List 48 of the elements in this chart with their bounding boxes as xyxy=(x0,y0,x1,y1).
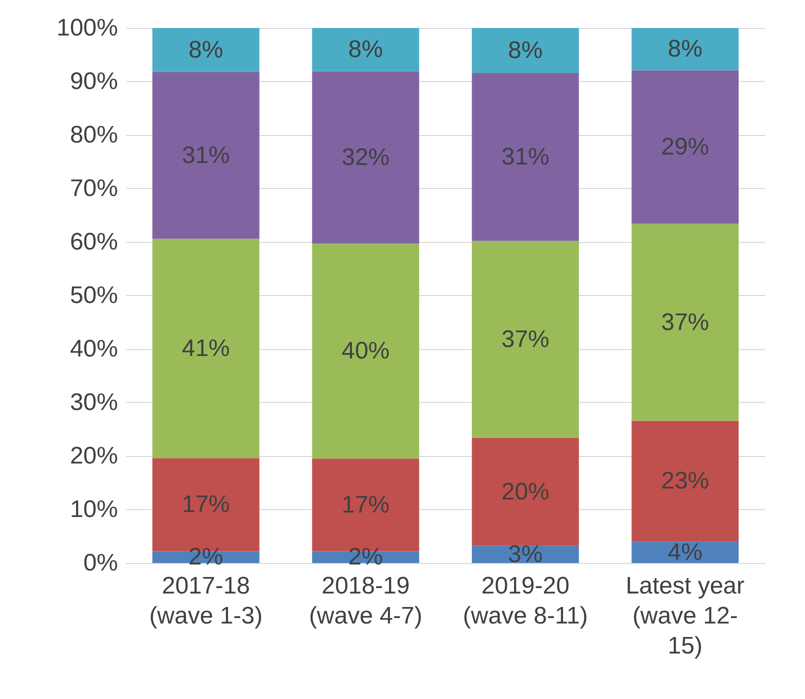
bar xyxy=(152,72,260,239)
y-tick-label: 60% xyxy=(70,228,118,256)
data-label: 8% xyxy=(348,36,383,64)
x-tick-label: 2017-18 (wave 1-3) xyxy=(149,572,263,630)
bar xyxy=(152,28,260,72)
bar xyxy=(312,71,420,244)
y-tick-label: 90% xyxy=(70,68,118,95)
data-label: 32% xyxy=(342,144,390,171)
y-tick-label: 0% xyxy=(83,550,118,576)
bar xyxy=(472,438,579,546)
data-label: 8% xyxy=(508,36,543,64)
data-label: 4% xyxy=(668,538,702,566)
x-tick-label: 2018-19 (wave 4-7) xyxy=(308,572,422,630)
data-label: 17% xyxy=(342,491,390,518)
data-label: 17% xyxy=(182,491,230,518)
data-label: 31% xyxy=(182,142,230,169)
data-label: 37% xyxy=(661,308,710,336)
bar xyxy=(472,28,579,73)
y-tick-label: 70% xyxy=(70,175,118,202)
bar xyxy=(312,244,420,459)
x-tick-label: 2019-20 (wave 8-11) xyxy=(462,572,588,630)
data-label: 8% xyxy=(668,36,702,63)
data-label: 23% xyxy=(661,468,710,495)
data-label: 31% xyxy=(501,143,550,170)
bar xyxy=(632,542,739,563)
bar xyxy=(632,224,739,421)
y-tick-label: 50% xyxy=(70,282,118,309)
y-tick-label: 40% xyxy=(70,336,118,362)
bar xyxy=(312,28,420,72)
bar xyxy=(632,28,739,70)
bar xyxy=(632,420,739,542)
x-tick-label: Latest year (wave 12- 15) xyxy=(626,572,744,660)
y-tick-label: 20% xyxy=(70,442,118,470)
bar xyxy=(472,72,579,241)
data-label: 41% xyxy=(182,334,230,362)
bar xyxy=(632,70,739,224)
data-label: 20% xyxy=(501,478,550,506)
data-label: 29% xyxy=(661,134,710,161)
y-tick-label: 80% xyxy=(70,122,118,148)
bar xyxy=(152,238,260,458)
data-label: 3% xyxy=(508,540,543,568)
y-tick-label: 30% xyxy=(70,389,118,416)
y-tick-label: 10% xyxy=(70,496,118,523)
y-tick-label: 100% xyxy=(56,14,118,42)
data-label: 8% xyxy=(188,36,224,64)
bar xyxy=(472,240,579,438)
data-label: 40% xyxy=(342,338,390,365)
data-label: 37% xyxy=(501,326,550,353)
